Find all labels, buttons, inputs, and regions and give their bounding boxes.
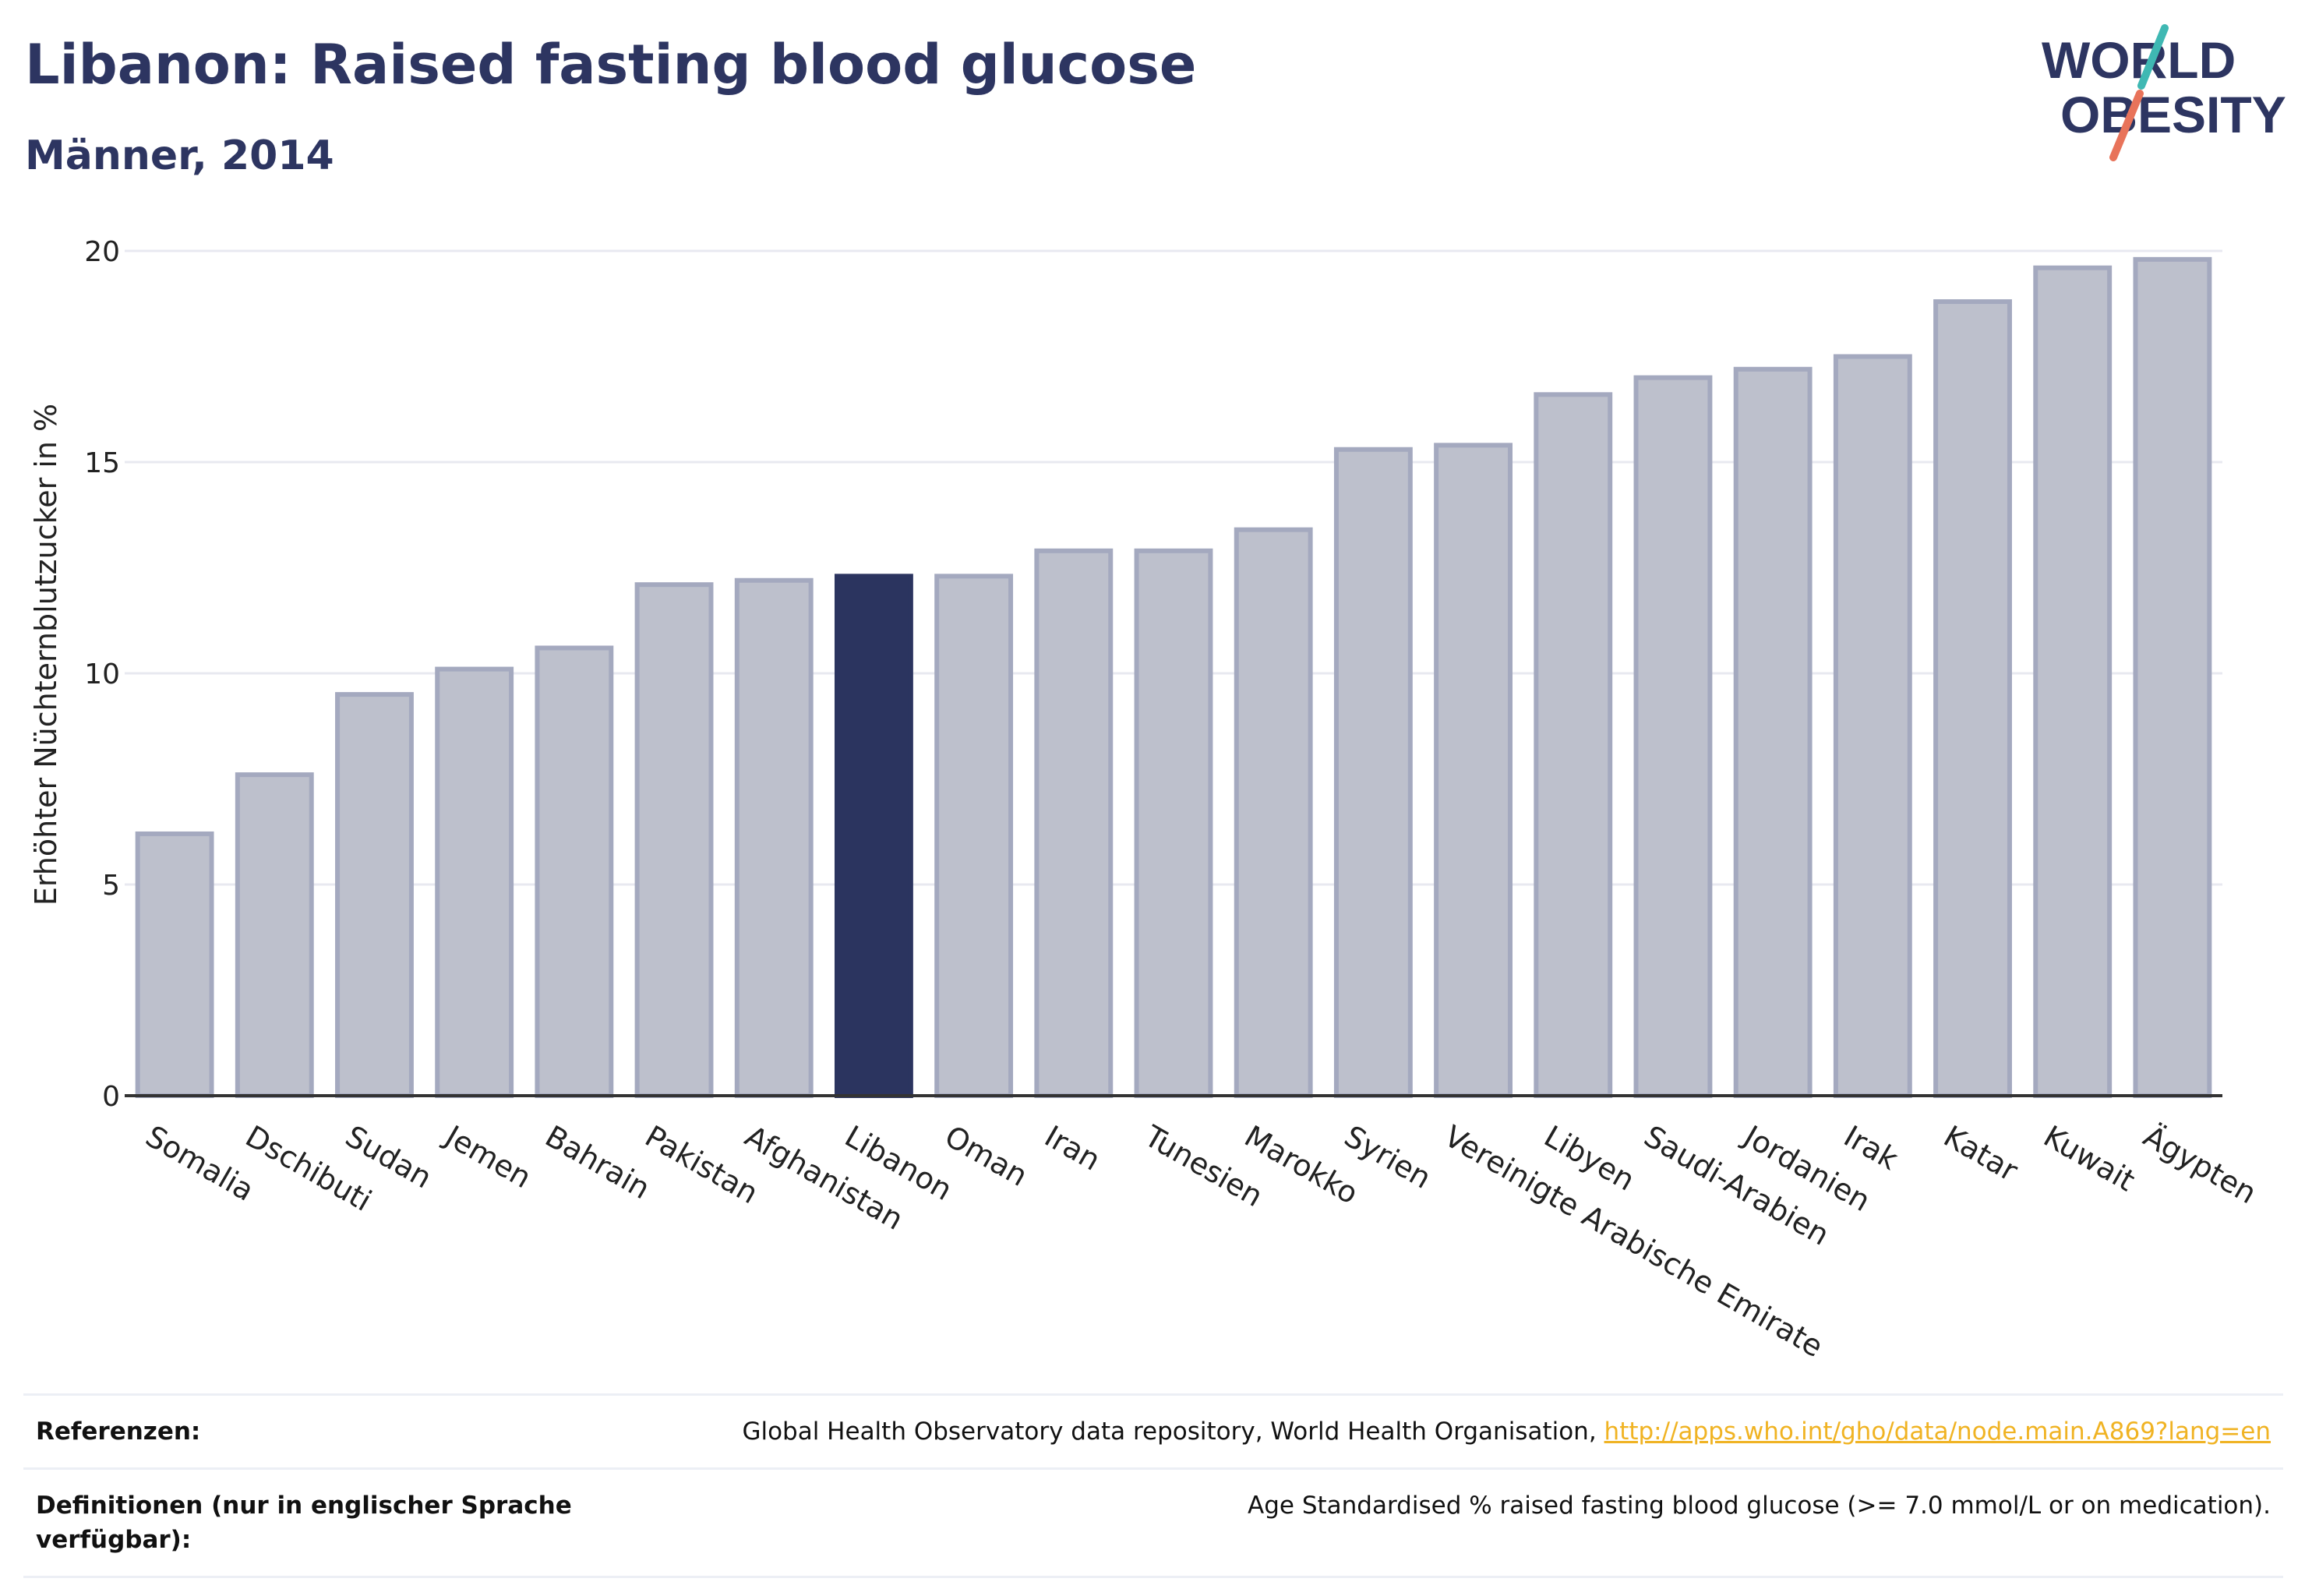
x-tick-label: Irak xyxy=(1838,1119,1904,1177)
bars xyxy=(135,256,2212,1099)
bar-kuwait xyxy=(2033,265,2113,1098)
bar-dschibuti xyxy=(235,772,314,1099)
x-tick-label: Ägypten xyxy=(2137,1119,2262,1211)
bar-tunesien xyxy=(1134,548,1213,1098)
bar-somalia xyxy=(135,831,214,1098)
bar-marokko xyxy=(1234,527,1313,1098)
logo-line1: WORLD xyxy=(2042,31,2236,89)
references-source: Global Health Observatory data repositor… xyxy=(742,1418,1604,1446)
bar-syrien xyxy=(1333,447,1413,1098)
references-row: Referenzen: Global Health Observatory da… xyxy=(23,1396,2283,1470)
definitions-label: Definitionen (nur in englischer Sprache … xyxy=(36,1492,572,1554)
y-tick-labels: 0 5 10 15 20 xyxy=(84,236,120,1113)
bar-iran xyxy=(1034,548,1114,1098)
logo-slash-teal xyxy=(2137,24,2169,90)
x-tick-label: Bahrain xyxy=(539,1119,655,1206)
bar-vereinigte-arabische-emirate xyxy=(1434,443,1513,1098)
bar-bahrain xyxy=(535,645,614,1098)
y-tick-label: 0 xyxy=(102,1081,120,1113)
references-link[interactable]: http://apps.who.int/gho/data/node.main.A… xyxy=(1604,1418,2271,1446)
y-tick-label: 10 xyxy=(84,659,120,690)
x-tick-label: Jemen xyxy=(438,1118,537,1195)
x-tick-label: Katar xyxy=(1938,1119,2024,1188)
bar-saudi-arabien xyxy=(1633,375,1713,1099)
bar-ägypten xyxy=(2133,256,2212,1099)
y-axis-label: Erhöhter Nüchternblutzucker in % xyxy=(29,404,63,906)
page-title: Libanon: Raised fasting blood glucose xyxy=(25,33,1197,97)
definitions-row: Definitionen (nur in englischer Sprache … xyxy=(23,1470,2283,1578)
x-tick-label: Pakistan xyxy=(640,1119,764,1211)
bar-katar xyxy=(1933,299,2012,1099)
bar-oman xyxy=(934,574,1014,1098)
bar-libanon xyxy=(834,574,913,1098)
y-tick-label: 15 xyxy=(84,447,120,479)
references-text: Global Health Observatory data repositor… xyxy=(742,1414,2271,1449)
x-tick-label: Iran xyxy=(1039,1119,1106,1178)
bar-jemen xyxy=(435,666,514,1098)
world-obesity-logo: WORLD OBESITY xyxy=(2042,24,2286,161)
definitions-text: Age Standardised % raised fasting blood … xyxy=(1248,1492,2271,1520)
bar-libyen xyxy=(1534,392,1613,1098)
bar-afghanistan xyxy=(734,577,814,1098)
bar-pakistan xyxy=(634,582,714,1098)
y-tick-label: 20 xyxy=(84,236,120,268)
bar-sudan xyxy=(335,692,414,1098)
logo-line2: OBESITY xyxy=(2060,86,2286,143)
y-tick-label: 5 xyxy=(102,870,120,902)
x-tick-label: Kuwait xyxy=(2038,1119,2141,1199)
logo-slash-coral xyxy=(2109,90,2144,161)
x-tick-label: Somalia xyxy=(140,1119,260,1208)
page-subtitle: Männer, 2014 xyxy=(25,132,334,179)
references-label: Referenzen: xyxy=(36,1418,201,1446)
bar-irak xyxy=(1833,354,1912,1098)
bar-jordanien xyxy=(1733,366,1813,1098)
references-table: Referenzen: Global Health Observatory da… xyxy=(23,1393,2283,1578)
